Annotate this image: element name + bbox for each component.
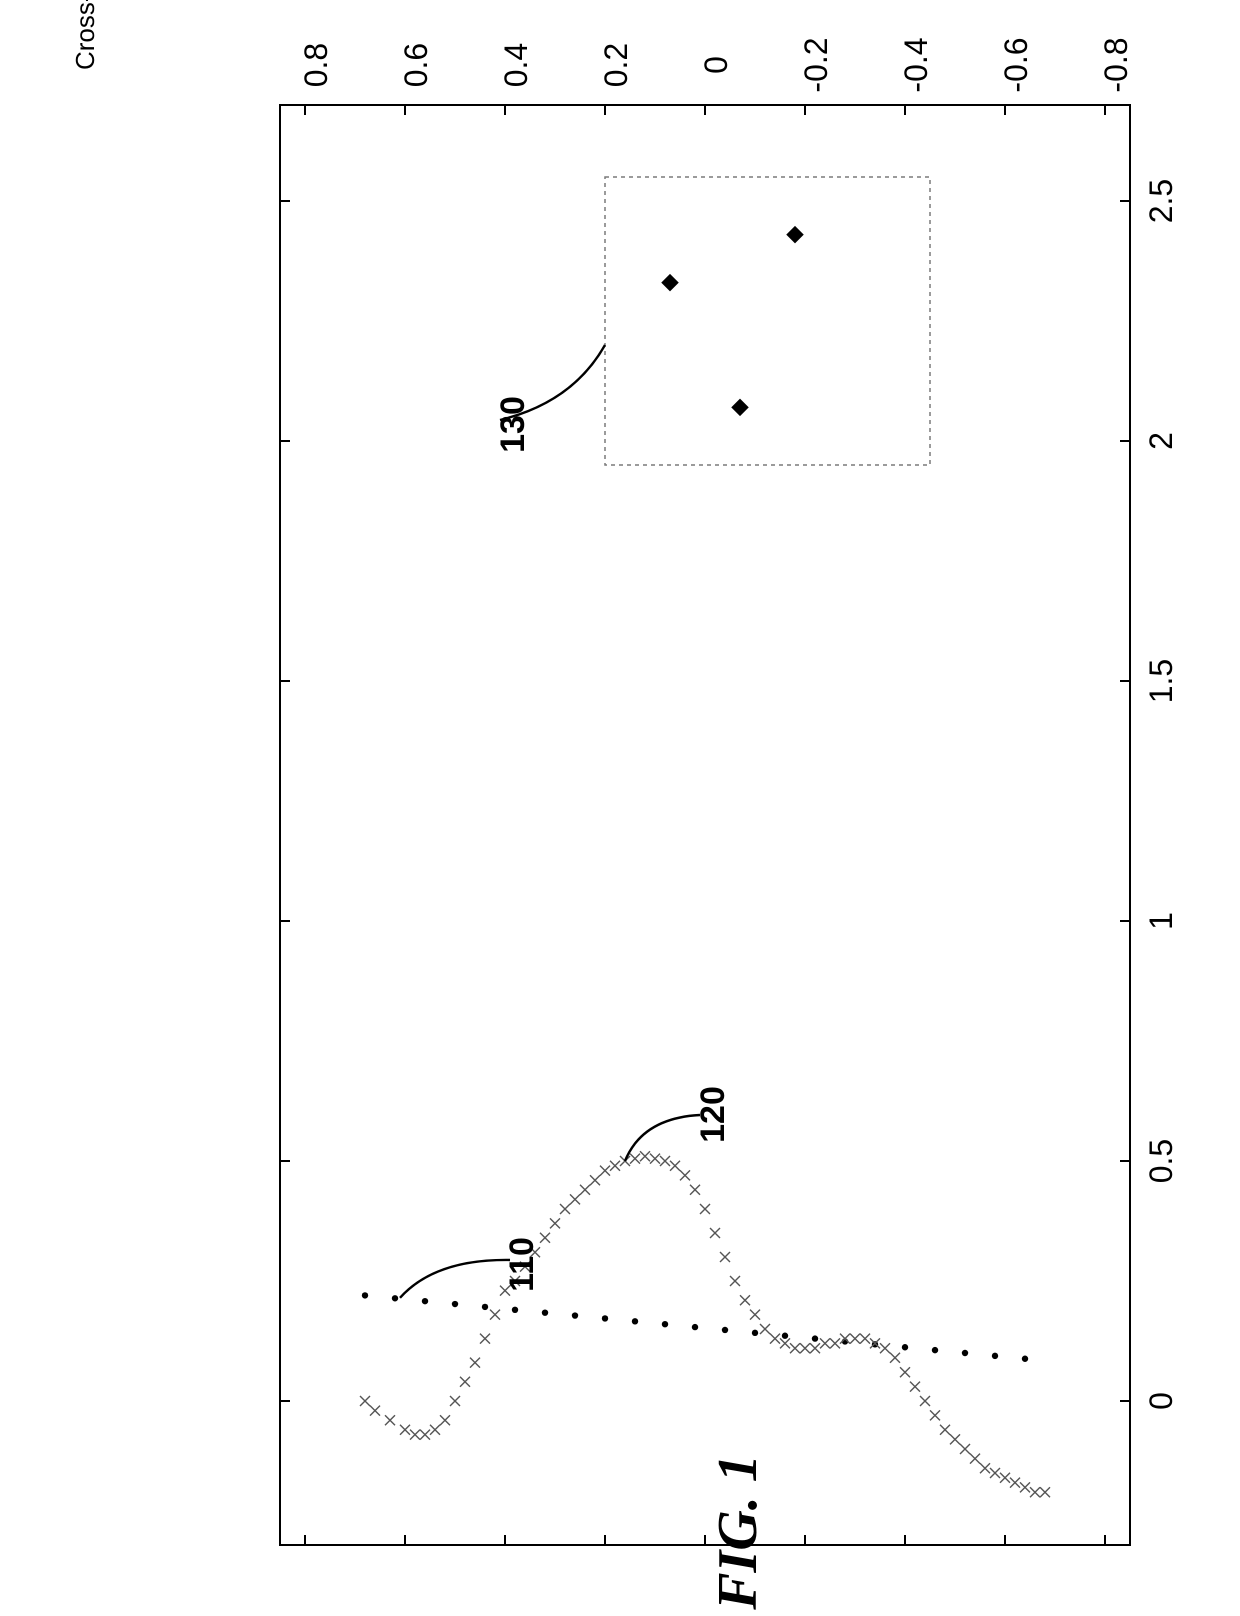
svg-text:2: 2 xyxy=(1143,432,1179,450)
callout-110: 110 xyxy=(503,1237,542,1292)
svg-text:0.8: 0.8 xyxy=(298,43,334,87)
svg-text:0: 0 xyxy=(1143,1392,1179,1410)
svg-text:-0.2: -0.2 xyxy=(798,37,834,92)
svg-text:0: 0 xyxy=(698,56,734,74)
svg-text:2.5: 2.5 xyxy=(1143,179,1179,223)
svg-text:0.6: 0.6 xyxy=(398,43,434,87)
svg-text:0.5: 0.5 xyxy=(1143,1139,1179,1183)
svg-text:-0.4: -0.4 xyxy=(898,37,934,92)
svg-text:1.5: 1.5 xyxy=(1143,659,1179,703)
svg-text:0.2: 0.2 xyxy=(598,43,634,87)
svg-text:1: 1 xyxy=(1143,912,1179,930)
chart-svg: -0.8 -0.6 -0.4 -0.2 0 0.2 0.4 0.6 0.8 0 0.5 1 1.5 2 2.… xyxy=(0,0,1240,1616)
callout-120: 120 xyxy=(694,1086,733,1143)
figure-caption: FIG. 1 xyxy=(706,1454,770,1610)
callout-130: 130 xyxy=(494,396,533,453)
svg-text:-0.8: -0.8 xyxy=(1098,37,1134,92)
x-axis-label: Range (m) xyxy=(1235,721,1240,815)
y-axis-label: Cross-range (m) xyxy=(70,0,101,70)
svg-text:0.4: 0.4 xyxy=(498,43,534,87)
svg-text:-0.6: -0.6 xyxy=(998,37,1034,92)
